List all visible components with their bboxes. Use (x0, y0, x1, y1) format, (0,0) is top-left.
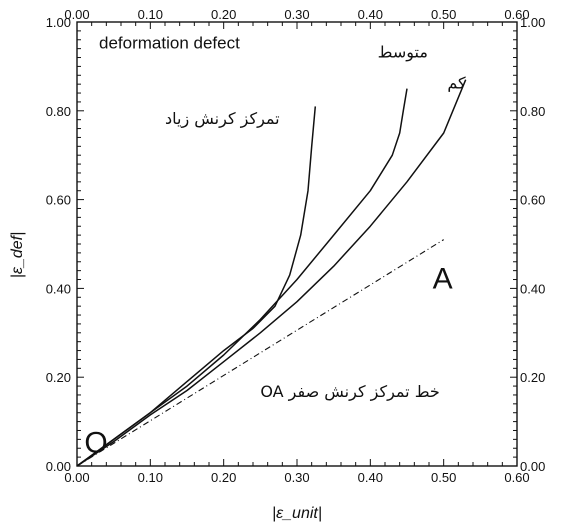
y-tick-label: 0.40 (46, 281, 71, 296)
y-right-tick-label: 1.00 (520, 15, 545, 30)
series-line-1 (76, 88, 408, 467)
x-tick-label: 0.20 (211, 470, 236, 485)
series-line-3 (76, 239, 444, 467)
y-right-tick-label: 0.60 (520, 193, 545, 208)
annotation-5: A (433, 262, 453, 295)
x-tick-label: 0.50 (431, 470, 456, 485)
x-top-tick-label: 0.30 (284, 7, 309, 22)
y-tick-label: 0.20 (46, 370, 71, 385)
x-top-tick-label: 0.20 (211, 7, 236, 22)
series-line-2 (76, 79, 467, 467)
y-right-tick-label: 0.20 (520, 370, 545, 385)
annotation-3: تمرکز کرنش زیاد (165, 109, 280, 129)
annotation-0: deformation defect (99, 34, 240, 53)
y-right-tick-label: 0.80 (520, 104, 545, 119)
x-top-tick-label: 0.60 (504, 7, 529, 22)
annotation-4: OA خط تمرکز کرنش صفر (260, 382, 439, 402)
x-top-tick-label: 0.40 (358, 7, 383, 22)
y-tick-label: 1.00 (46, 15, 71, 30)
chart-series (76, 79, 467, 467)
axis-ticks (76, 21, 518, 467)
annotation-1: متوسط (378, 43, 428, 63)
y-tick-label: 0.60 (46, 193, 71, 208)
series-line-0 (76, 106, 317, 467)
y-right-tick-label: 0.00 (520, 459, 545, 474)
x-tick-label: 0.40 (358, 470, 383, 485)
x-tick-label: 0.00 (64, 470, 89, 485)
x-top-tick-label: 0.00 (64, 7, 89, 22)
annotations: deformation defect متوسط کم تمرکز کرنش زیاد… (84, 34, 466, 460)
x-tick-label: 0.60 (504, 470, 529, 485)
annotation-2: کم (447, 74, 466, 93)
x-top-tick-label: 0.50 (431, 7, 456, 22)
y-tick-label: 0.00 (46, 459, 71, 474)
y-axis-title: |ε_def| (9, 232, 26, 278)
y-right-tick-label: 0.40 (520, 281, 545, 296)
x-top-tick-label: 0.10 (138, 7, 163, 22)
tick-labels: 0.00 0.10 0.20 0.30 0.40 0.50 0.600.00 0.10 0.20… (46, 7, 546, 485)
x-tick-label: 0.30 (284, 470, 309, 485)
annotation-6: O (84, 427, 107, 460)
y-tick-label: 0.80 (46, 104, 71, 119)
x-axis-title: |ε_unit| (272, 505, 322, 522)
x-tick-label: 0.10 (138, 470, 163, 485)
